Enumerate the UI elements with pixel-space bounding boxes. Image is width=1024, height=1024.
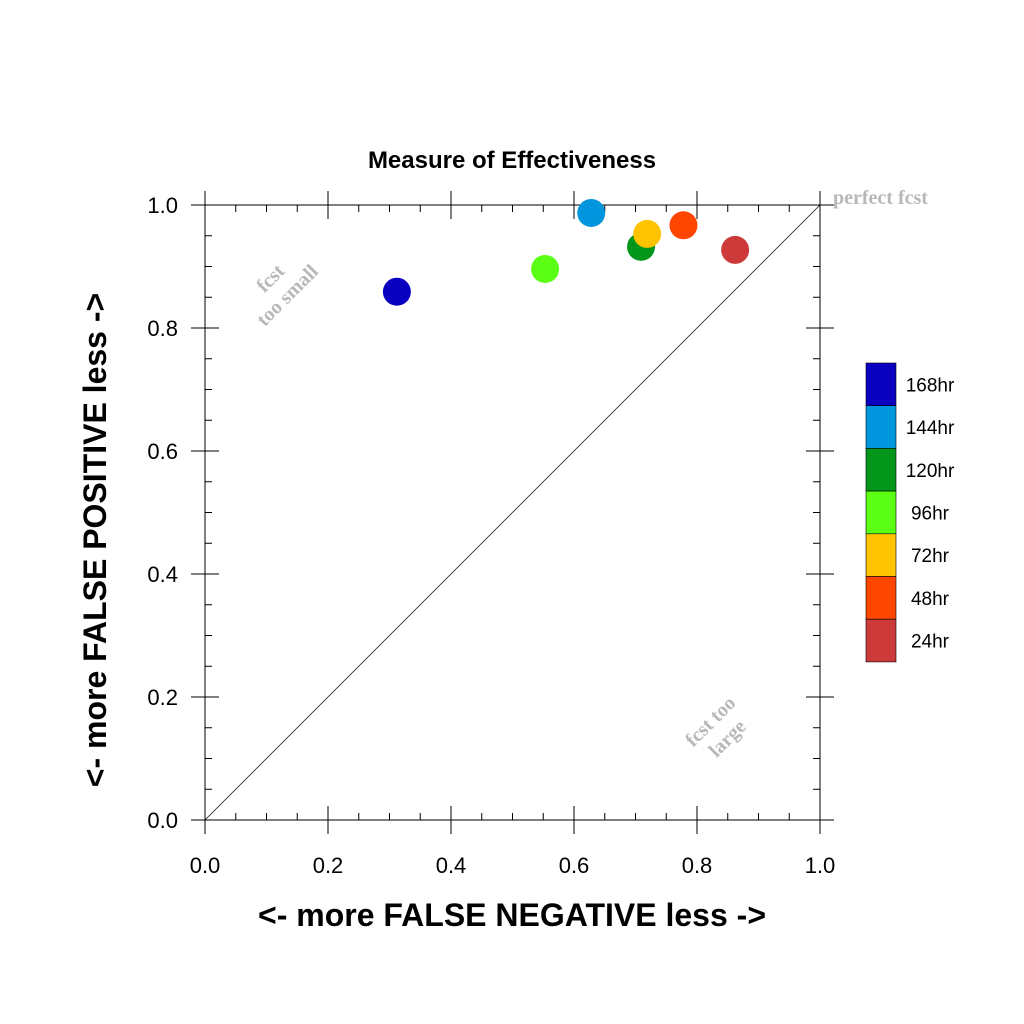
legend-swatch-48hr: [865, 576, 897, 620]
y-tick-label: 0.8: [147, 316, 178, 341]
legend-label-144hr: 144hr: [906, 418, 955, 439]
y-tick-label: 0.0: [147, 808, 178, 833]
annotation-fcst-too-large: fcst too large: [681, 692, 751, 762]
legend-swatch-24hr: [865, 618, 897, 663]
data-points: [382, 198, 750, 306]
x-axis-label: <- more FALSE NEGATIVE less ->: [258, 897, 766, 933]
legend-swatch-72hr: [865, 533, 897, 577]
legend-label-24hr: 24hr: [911, 632, 950, 653]
annotation-perfect-fcst: perfect fcst: [833, 187, 928, 209]
x-tick-label: 0.6: [559, 853, 590, 878]
point-48hr: [669, 211, 698, 240]
point-24hr: [721, 235, 750, 264]
axis-ticks: [191, 191, 834, 834]
y-tick-label: 0.4: [147, 562, 178, 587]
y-tick-label: 1.0: [147, 193, 178, 218]
legend-swatch-120hr: [865, 448, 897, 492]
legend-swatch-144hr: [865, 405, 897, 449]
y-tick-labels: 0.0 0.2 0.4 0.6 0.8 1.0: [147, 193, 178, 833]
annotation-fcst-too-small: fcst too small: [252, 260, 323, 331]
point-96hr: [531, 254, 560, 283]
y-tick-label: 0.6: [147, 439, 178, 464]
x-tick-label: 0.8: [682, 853, 713, 878]
chart-title: Measure of Effectiveness: [368, 147, 656, 174]
legend: 168hr 144hr 120hr 96hr 72hr 48hr 24hr: [865, 362, 955, 663]
y-axis-label: <- more FALSE POSITIVE less ->: [77, 293, 113, 787]
plot-area: 0.0 0.2 0.4 0.6 0.8 1.0 0.0 0.2 0.4 0.6 0.8 1.0 pe…: [147, 187, 928, 878]
point-168hr: [382, 277, 411, 306]
x-tick-labels: 0.0 0.2 0.4 0.6 0.8 1.0: [190, 853, 836, 878]
legend-swatch-168hr: [865, 362, 897, 407]
legend-label-96hr: 96hr: [911, 503, 950, 524]
legend-label-168hr: 168hr: [906, 375, 955, 396]
x-tick-label: 0.2: [313, 853, 344, 878]
legend-swatch-96hr: [865, 490, 897, 535]
perfect-forecast-diagonal: [204, 204, 821, 821]
x-tick-label: 0.4: [436, 853, 467, 878]
legend-label-48hr: 48hr: [911, 589, 950, 610]
point-144hr: [577, 198, 606, 227]
y-tick-label: 0.2: [147, 685, 178, 710]
point-72hr: [633, 219, 662, 248]
x-tick-label: 1.0: [805, 853, 836, 878]
x-tick-label: 0.0: [190, 853, 221, 878]
legend-label-72hr: 72hr: [911, 546, 950, 567]
legend-label-120hr: 120hr: [906, 461, 955, 482]
